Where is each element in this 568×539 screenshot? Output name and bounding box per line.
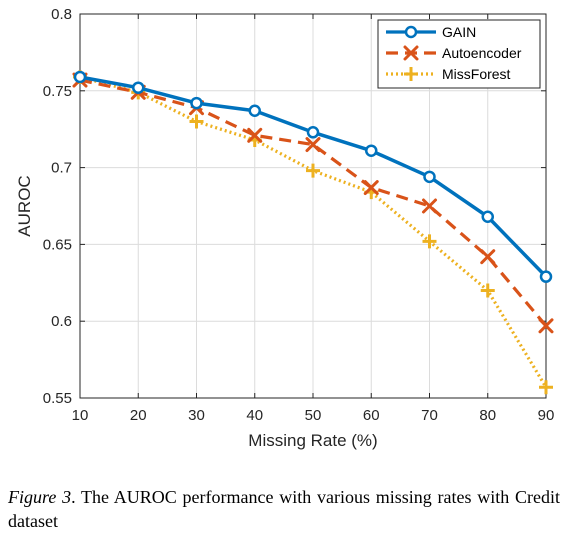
line-chart: 10 20 30 40 50 60 70 80 90 0.55 0.6 0.65 0.7 0.75 0.8 M… bbox=[15, 6, 555, 450]
figure-caption: Figure 3. The AUROC performance with var… bbox=[8, 485, 560, 533]
data-point-gain bbox=[539, 270, 553, 283]
legend-marker-missforest bbox=[404, 67, 418, 81]
legend-marker-autoencoder bbox=[403, 45, 419, 61]
x-tick-label: 20 bbox=[130, 407, 147, 424]
series-line-autoencoder bbox=[79, 78, 548, 327]
chart-figure: 10 20 30 40 50 60 70 80 90 0.55 0.6 0.65 0.7 0.75 0.8 M… bbox=[15, 6, 555, 450]
data-point-autoencoder bbox=[538, 318, 554, 334]
x-tick-label: 10 bbox=[72, 407, 89, 424]
y-tick-label: 0.8 bbox=[51, 6, 72, 23]
data-point-gain bbox=[365, 144, 378, 157]
legend-marker-gain bbox=[404, 25, 418, 39]
y-tick-label: 0.65 bbox=[43, 236, 72, 253]
data-point-gain bbox=[190, 96, 203, 110]
series-gain bbox=[73, 70, 553, 283]
data-point-missforest bbox=[539, 380, 553, 395]
data-point-gain bbox=[423, 170, 436, 184]
data-point-missforest bbox=[422, 234, 437, 249]
y-tick-label: 0.75 bbox=[43, 83, 72, 100]
caption-text: . The AUROC performance with various mis… bbox=[8, 487, 561, 531]
data-point-autoencoder bbox=[305, 137, 321, 153]
x-tick-label: 70 bbox=[421, 407, 438, 424]
x-tick-label: 80 bbox=[479, 407, 496, 424]
data-point-autoencoder bbox=[363, 180, 379, 196]
data-point-autoencoder bbox=[480, 249, 496, 265]
y-tick-label: 0.55 bbox=[43, 390, 72, 407]
data-point-autoencoder bbox=[247, 127, 263, 143]
y-axis-label: AUROC bbox=[15, 175, 34, 236]
x-axis-label: Missing Rate (%) bbox=[248, 431, 377, 450]
legend-label-gain: GAIN bbox=[442, 24, 476, 40]
data-point-gain bbox=[481, 210, 494, 224]
x-tick-label: 40 bbox=[246, 407, 263, 424]
y-tick-label: 0.6 bbox=[51, 313, 72, 330]
data-point-gain bbox=[73, 70, 87, 84]
data-point-gain bbox=[132, 81, 145, 94]
x-tick-label: 60 bbox=[363, 407, 380, 424]
legend-label-autoencoder: Autoencoder bbox=[442, 45, 522, 61]
x-tick-label: 30 bbox=[188, 407, 205, 424]
data-point-missforest bbox=[189, 114, 204, 129]
series-line-missforest bbox=[79, 75, 548, 389]
data-point-gain bbox=[306, 126, 320, 139]
x-tick-label: 50 bbox=[305, 407, 322, 424]
legend-label-missforest: MissForest bbox=[442, 66, 511, 82]
data-point-autoencoder bbox=[422, 198, 437, 214]
data-point-gain bbox=[248, 104, 261, 118]
x-tick-label: 90 bbox=[538, 407, 555, 424]
data-point-missforest bbox=[480, 283, 495, 298]
data-point-missforest bbox=[306, 163, 320, 178]
y-tick-label: 0.7 bbox=[51, 160, 72, 177]
legend: GAIN Autoencoder MissForest bbox=[377, 19, 541, 89]
caption-label: Figure 3 bbox=[8, 487, 72, 507]
